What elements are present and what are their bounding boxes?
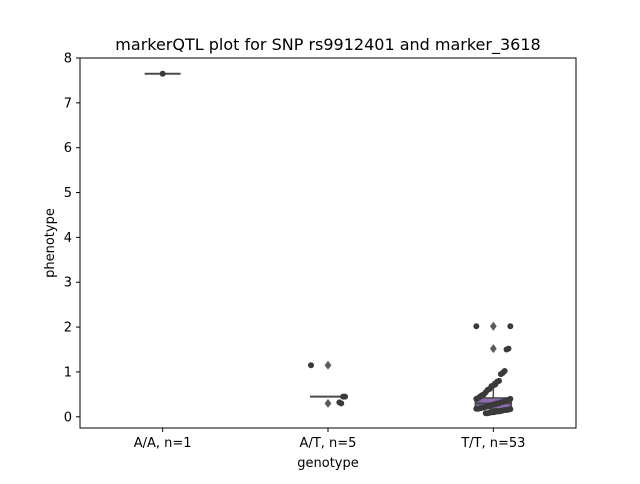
y-tick-label: 5 — [64, 186, 72, 201]
data-point — [340, 393, 347, 400]
y-tick-label: 4 — [64, 231, 72, 246]
y-tick-label: 2 — [64, 321, 72, 336]
x-tick-label: T/T, n=53 — [460, 436, 525, 451]
y-tick-label: 7 — [64, 96, 72, 111]
data-point — [336, 399, 343, 406]
outlier-marker — [489, 344, 497, 354]
x-axis-label: genotype — [297, 456, 358, 471]
y-axis: 0 1 2 3 4 5 6 7 8 — [64, 52, 80, 425]
data-point — [482, 410, 489, 417]
y-tick-label: 0 — [64, 410, 72, 425]
data-point — [497, 371, 504, 378]
data-point — [473, 323, 480, 330]
point-layer — [159, 70, 514, 417]
data-point — [159, 70, 166, 77]
data-point — [473, 395, 480, 402]
plot-frame — [79, 57, 577, 429]
y-tick-label: 8 — [64, 52, 72, 67]
y-tick-label: 1 — [64, 365, 72, 380]
chart-title: markerQTL plot for SNP rs9912401 and mar… — [115, 35, 540, 55]
y-axis-label: phenotype — [43, 208, 58, 278]
outlier-marker — [324, 360, 332, 370]
y-tick-label: 3 — [64, 276, 72, 291]
x-tick-label: A/T, n=5 — [300, 436, 357, 451]
data-point — [507, 323, 514, 330]
x-axis: A/A, n=1 A/T, n=5 T/T, n=53 — [134, 428, 525, 451]
data-point — [308, 362, 314, 369]
outlier-marker — [324, 398, 332, 408]
y-tick-label: 6 — [64, 141, 72, 156]
x-tick-label: A/A, n=1 — [134, 436, 192, 451]
data-point — [473, 405, 480, 412]
data-point — [503, 346, 510, 353]
outlier-marker — [489, 321, 497, 331]
